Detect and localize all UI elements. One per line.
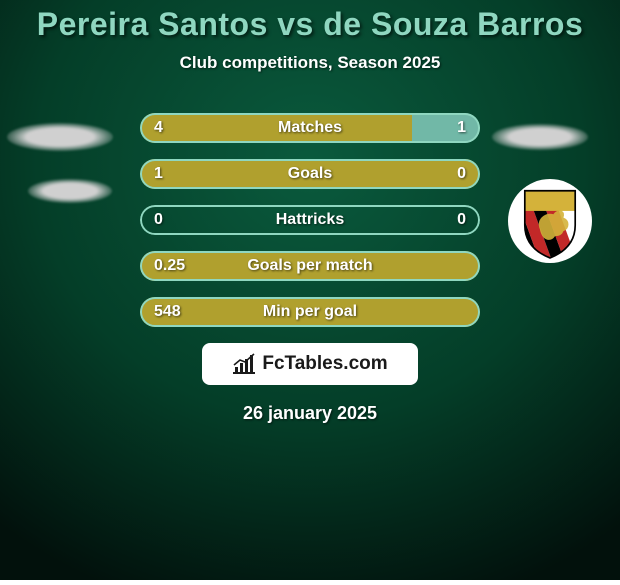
- brand-text: FcTables.com: [262, 353, 387, 375]
- stat-row: Matches4 1: [0, 113, 620, 143]
- stat-value-left: 4: [154, 113, 163, 143]
- page-title: Pereira Santos vs de Souza Barros: [0, 6, 620, 43]
- stat-label: Goals: [140, 159, 480, 189]
- stat-bar: Goals per match0.25: [140, 251, 480, 281]
- stat-bar: Min per goal548: [140, 297, 480, 327]
- stat-row: Min per goal548: [0, 297, 620, 327]
- stat-bar: Matches4 1: [140, 113, 480, 143]
- stat-value-left: 0.25: [154, 251, 185, 281]
- stat-row: Hattricks0 0: [0, 205, 620, 235]
- stat-bar: Goals1 0: [140, 159, 480, 189]
- stat-label: Matches: [140, 113, 480, 143]
- stat-value-left: 1: [154, 159, 163, 189]
- stat-row: Goals1 0: [0, 159, 620, 189]
- date-text: 26 january 2025: [0, 403, 620, 424]
- stat-label: Goals per match: [140, 251, 480, 281]
- stat-value-left: 0: [154, 205, 163, 235]
- stat-value-left: 548: [154, 297, 181, 327]
- stat-label: Hattricks: [140, 205, 480, 235]
- stat-bar: Hattricks0 0: [140, 205, 480, 235]
- stat-label: Min per goal: [140, 297, 480, 327]
- brand-box: FcTables.com: [202, 343, 418, 385]
- bar-chart-icon: [232, 353, 258, 375]
- stat-value-right: 0: [457, 205, 466, 235]
- subtitle: Club competitions, Season 2025: [0, 53, 620, 73]
- stat-row: Goals per match0.25: [0, 251, 620, 281]
- stat-value-right: 1: [457, 113, 466, 143]
- stats-area: Matches41Goals10Hattricks00Goals per mat…: [0, 113, 620, 327]
- stat-value-right: 0: [457, 159, 466, 189]
